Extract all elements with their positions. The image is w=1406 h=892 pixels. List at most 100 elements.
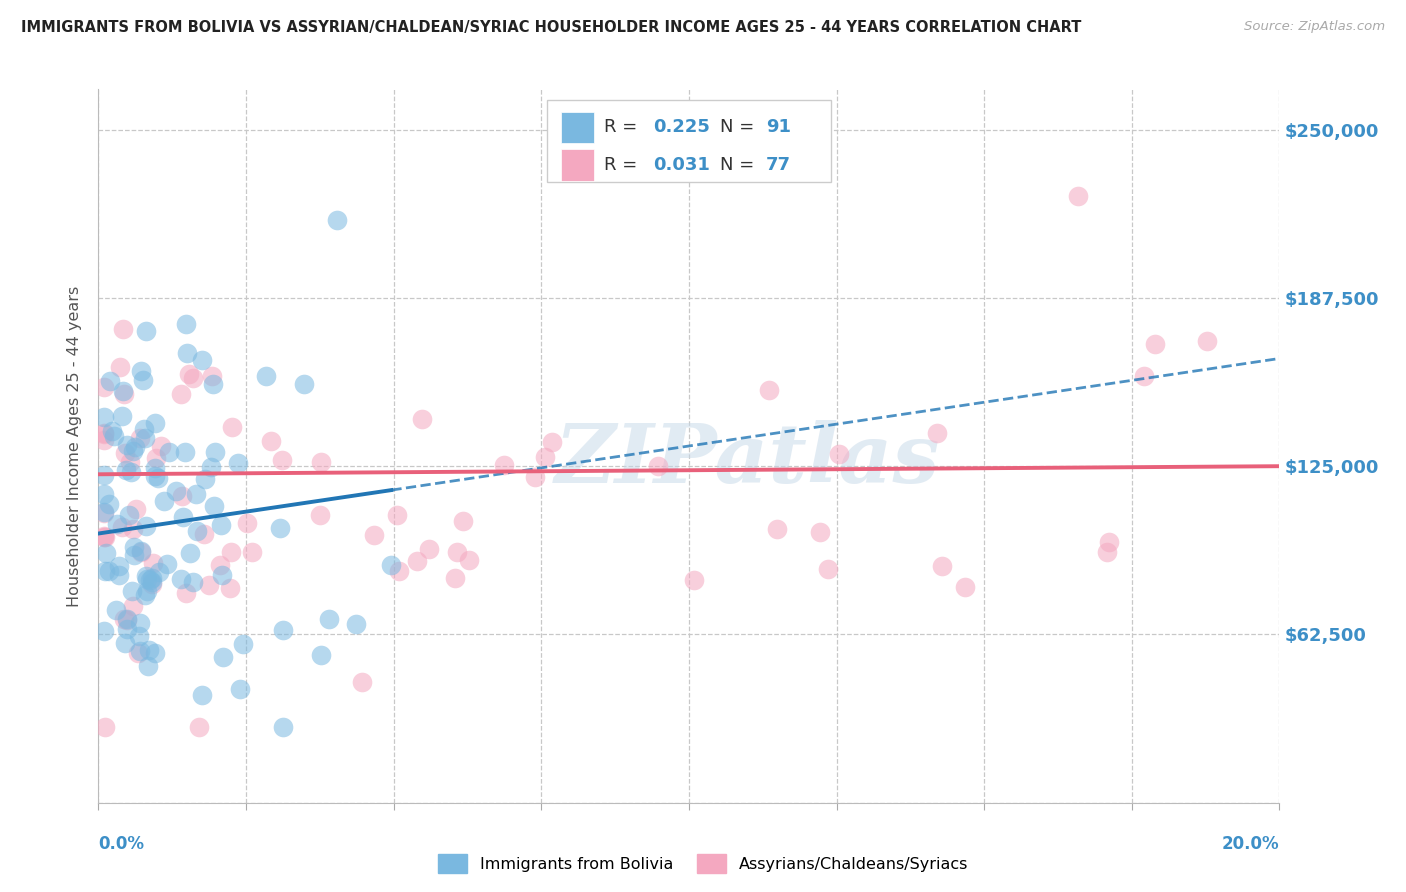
Point — [181, 574, 204, 589]
Text: 0.031: 0.031 — [654, 156, 710, 174]
Point — [232, 637, 254, 651]
Point — [145, 450, 167, 465]
Point — [122, 443, 145, 458]
Point — [98, 497, 121, 511]
Point — [132, 422, 155, 436]
Y-axis label: Householder Income Ages 25 - 44 years: Householder Income Ages 25 - 44 years — [67, 285, 83, 607]
Point — [817, 562, 839, 576]
Point — [229, 681, 252, 696]
Point — [380, 558, 402, 572]
Point — [121, 599, 143, 613]
Text: R =: R = — [605, 156, 637, 174]
Point — [111, 520, 134, 534]
Point — [101, 425, 124, 439]
Point — [827, 447, 849, 461]
Text: 0.225: 0.225 — [654, 119, 710, 136]
Point — [141, 570, 163, 584]
Point — [93, 506, 115, 520]
Point — [344, 617, 367, 632]
Text: ZIPatlas: ZIPatlas — [555, 420, 941, 500]
Point — [108, 568, 131, 582]
Point — [117, 508, 139, 523]
FancyBboxPatch shape — [547, 100, 831, 182]
Point — [179, 546, 201, 560]
Text: 91: 91 — [766, 119, 790, 136]
Point — [418, 541, 440, 556]
Point — [201, 368, 224, 383]
Point — [446, 545, 468, 559]
Point — [129, 545, 152, 559]
Point — [105, 517, 128, 532]
Point — [221, 420, 243, 434]
Point — [218, 582, 240, 596]
Point — [111, 409, 134, 423]
Point — [269, 521, 291, 535]
Point — [236, 516, 259, 531]
Point — [122, 548, 145, 562]
Point — [134, 588, 156, 602]
Point — [309, 455, 332, 469]
Point — [107, 559, 129, 574]
Point — [135, 569, 157, 583]
Point — [156, 557, 179, 571]
Point — [141, 574, 163, 589]
Point — [93, 720, 115, 734]
Point — [93, 427, 115, 442]
Point — [1132, 369, 1154, 384]
Point — [1197, 334, 1219, 349]
Point — [308, 508, 330, 523]
Point — [172, 510, 194, 524]
Point — [152, 494, 174, 508]
Point — [146, 471, 169, 485]
Point — [135, 572, 157, 586]
Point — [93, 530, 115, 544]
Text: N =: N = — [720, 156, 754, 174]
Bar — [561, 112, 595, 143]
Point — [181, 370, 204, 384]
Point — [524, 469, 547, 483]
Point — [204, 444, 226, 458]
Point — [326, 212, 349, 227]
Point — [143, 417, 166, 431]
Point — [118, 455, 141, 469]
Point — [200, 459, 222, 474]
Point — [125, 502, 148, 516]
Point — [93, 426, 115, 441]
Point — [135, 324, 157, 338]
Point — [406, 554, 429, 568]
Legend: Immigrants from Bolivia, Assyrians/Chaldeans/Syriacs: Immigrants from Bolivia, Assyrians/Chald… — [432, 847, 974, 880]
Point — [169, 387, 191, 401]
Point — [808, 524, 831, 539]
Point — [176, 346, 198, 360]
Point — [135, 519, 157, 533]
Point — [1098, 535, 1121, 549]
Point — [170, 489, 193, 503]
Point — [132, 373, 155, 387]
Point — [1067, 189, 1090, 203]
Point — [758, 383, 780, 397]
Point — [541, 435, 564, 450]
Text: 20.0%: 20.0% — [1222, 835, 1279, 853]
Point — [387, 508, 409, 522]
Text: 77: 77 — [766, 156, 790, 174]
Point — [219, 545, 242, 559]
Point — [193, 527, 215, 541]
Point — [191, 688, 214, 702]
Text: Source: ZipAtlas.com: Source: ZipAtlas.com — [1244, 20, 1385, 33]
Point — [309, 648, 332, 662]
Text: IMMIGRANTS FROM BOLIVIA VS ASSYRIAN/CHALDEAN/SYRIAC HOUSEHOLDER INCOME AGES 25 -: IMMIGRANTS FROM BOLIVIA VS ASSYRIAN/CHAL… — [21, 20, 1081, 35]
Point — [955, 580, 977, 594]
Point — [271, 624, 294, 638]
Point — [157, 444, 180, 458]
Point — [411, 411, 433, 425]
Point — [129, 363, 152, 377]
Point — [141, 577, 163, 591]
Point — [1097, 545, 1119, 559]
Bar — [561, 150, 595, 181]
Point — [93, 487, 115, 501]
Point — [458, 553, 481, 567]
Point — [128, 431, 150, 445]
Point — [139, 573, 162, 587]
Point — [212, 649, 235, 664]
Point — [117, 623, 139, 637]
